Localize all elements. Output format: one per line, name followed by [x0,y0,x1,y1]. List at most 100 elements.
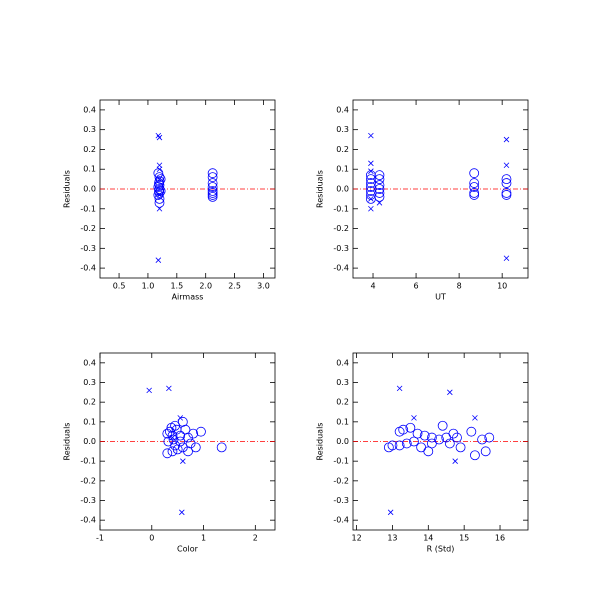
point-cross [156,192,163,198]
x-tick-label: -1 [96,534,104,543]
point-circle [426,432,437,443]
y-tick-label: 0.4 [83,358,96,367]
y-tick-label: -0.3 [80,496,96,505]
y-tick-label: 0.4 [336,105,349,114]
point-circle [452,432,462,443]
point-circle [167,446,178,457]
point-circle [426,438,437,449]
point-circle [374,174,385,185]
y-axis-label: Residuals [316,423,325,461]
y-tick-label: 0.1 [83,417,96,426]
point-circle [437,420,448,431]
point-circle [207,168,218,179]
point-circle [477,434,487,445]
y-tick-label: 0.0 [336,185,349,194]
y-tick-label: 0.4 [336,358,349,367]
point-cross [411,415,417,421]
point-cross [180,458,186,464]
point-cross [503,255,510,262]
point-cross [368,205,374,212]
point-circle [469,178,480,188]
x-tick-label: 10 [497,282,507,291]
point-circle [154,197,165,208]
point-cross [156,134,163,141]
y-tick-label: 0.0 [83,437,96,446]
x-tick-label: 16 [495,534,505,543]
y-tick-label: -0.1 [333,204,349,213]
point-circle [175,436,186,447]
point-circle [374,170,385,181]
y-tick-label: 0.3 [83,125,96,134]
point-cross [503,136,510,143]
point-circle [469,182,480,192]
point-circle [394,426,405,437]
point-circle [470,450,480,461]
point-circle [183,446,193,457]
y-tick-label: 0.4 [83,105,96,114]
y-axis-label: Residuals [316,170,325,208]
x-tick-label: 4 [370,282,375,291]
point-circle [185,438,196,449]
x-tick-label: 2.5 [228,282,241,291]
point-circle [419,430,430,441]
point-cross [387,509,394,516]
point-circle [455,442,466,453]
y-tick-label: -0.3 [80,244,96,253]
point-cross [368,168,374,174]
point-cross [368,160,374,167]
x-tick-label: 2.0 [199,282,212,291]
point-circle [207,188,218,198]
y-tick-label: -0.2 [80,476,96,485]
x-tick-label: 1.0 [142,282,155,291]
point-circle [501,190,512,200]
point-circle [374,184,385,194]
point-circle [405,422,416,433]
point-circle [155,174,166,185]
point-circle [383,442,394,453]
point-circle [501,174,512,185]
point-circle [394,440,405,451]
x-tick-label: 2 [253,534,258,543]
y-tick-label: 0.2 [336,398,349,407]
point-circle [466,426,477,437]
y-tick-label: 0.3 [83,378,96,387]
y-tick-label: 0.2 [83,145,96,154]
point-cross [169,434,176,441]
x-tick-label: 13 [387,534,397,543]
point-circle [469,168,480,179]
point-circle [162,448,173,459]
point-circle [196,426,206,437]
x-tick-label: 12 [351,534,361,543]
y-tick-label: -0.3 [333,244,349,253]
point-circle [154,188,165,198]
y-axis-label: Residuals [63,423,72,461]
point-circle [401,438,412,449]
point-circle [374,180,385,190]
point-circle [501,178,512,188]
x-tick-label: 1.5 [170,282,183,291]
x-tick-label: 3.0 [257,282,270,291]
x-tick-label: 14 [423,534,433,543]
point-circle [409,436,419,447]
point-circle [416,442,427,453]
point-cross [166,385,172,392]
x-tick-label: 1 [201,534,206,543]
point-circle [188,428,199,439]
point-circle [207,172,218,183]
point-circle [480,446,491,457]
y-tick-label: 0.1 [336,417,349,426]
y-tick-label: -0.2 [80,224,96,233]
x-axis-label: Color [177,545,199,554]
y-axis-label: Residuals [63,170,72,208]
point-circle [374,188,385,198]
x-axis-label: UT [435,293,446,302]
point-circle [172,444,183,455]
y-tick-label: -0.4 [333,264,349,273]
point-circle [177,442,188,453]
point-circle [155,186,166,196]
point-circle [423,446,434,457]
y-tick-label: -0.4 [80,264,96,273]
point-circle [448,428,459,439]
y-tick-label: -0.4 [333,516,349,525]
